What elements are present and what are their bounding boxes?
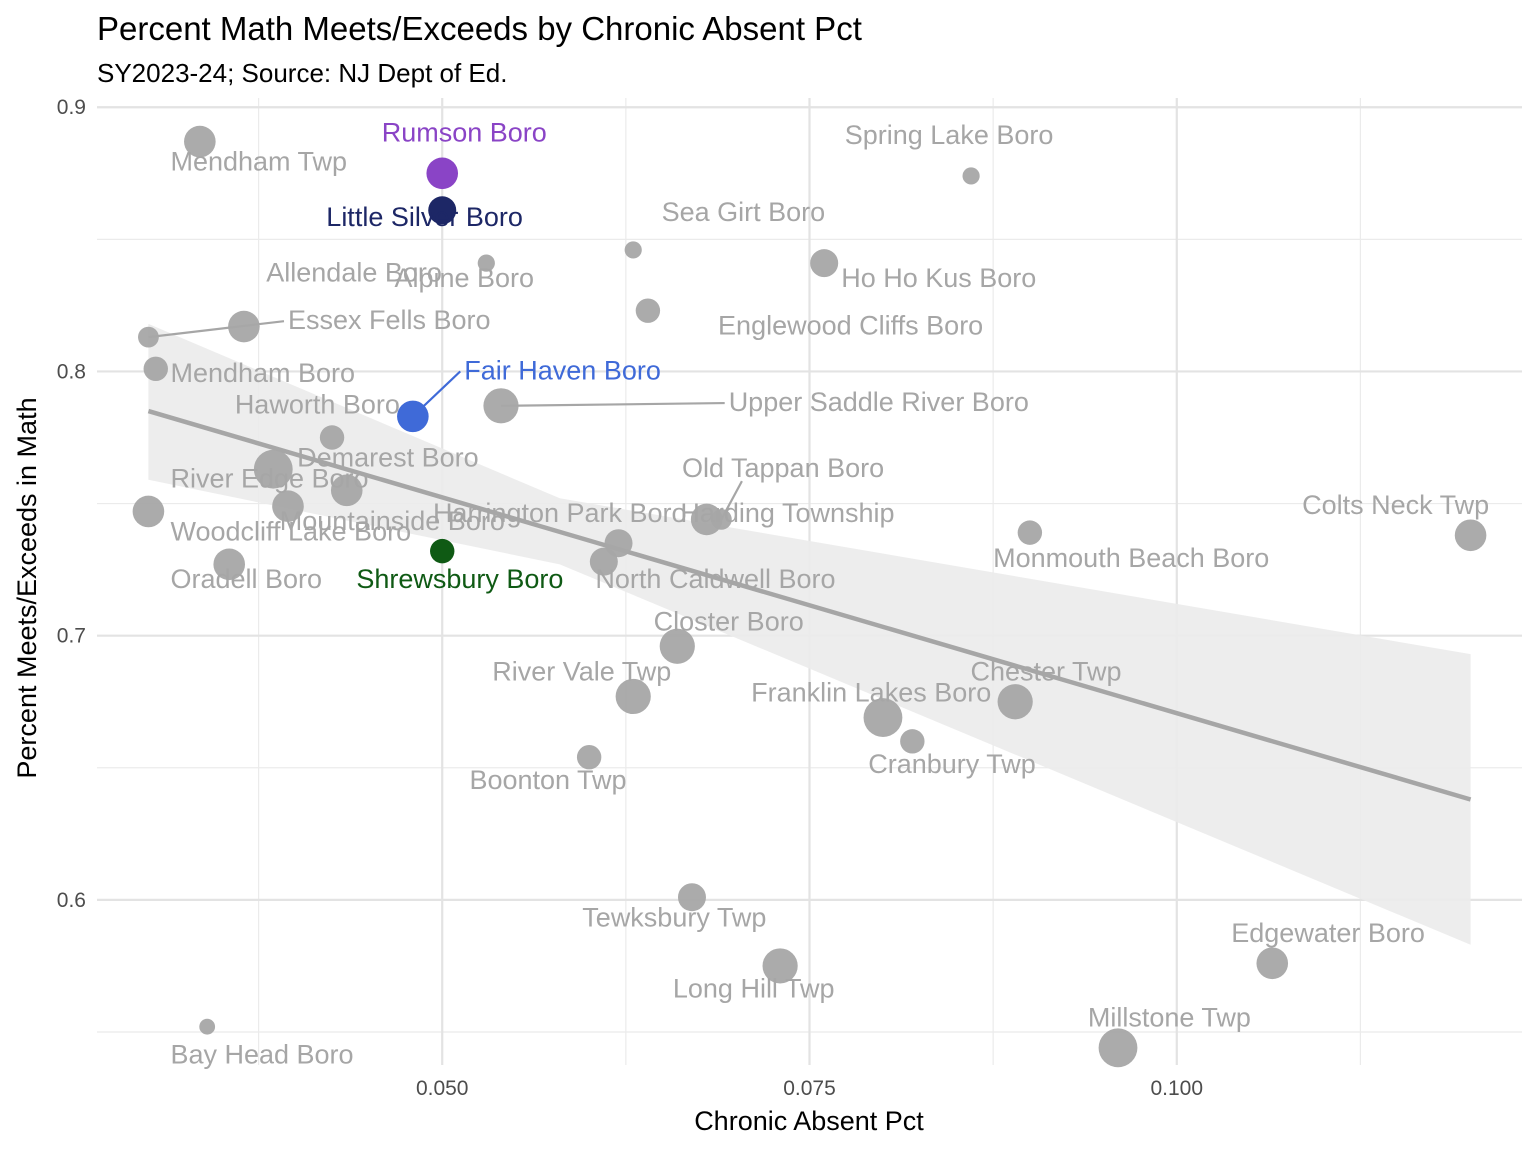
point-label: Allendale Boro: [266, 258, 442, 288]
point-label: Harrington Park Boro: [433, 498, 687, 528]
point-label: Woodcliff Lake Boro: [170, 517, 411, 547]
data-point: [997, 684, 1033, 720]
x-axis-label: Chronic Absent Pct: [694, 1106, 924, 1136]
point-label: Ho Ho Kus Boro: [841, 263, 1036, 293]
point-labels: Mendham Twp Rumson Boro Spring Lake Boro Li…: [170, 118, 1489, 1070]
data-point: [132, 495, 165, 528]
data-point: [430, 538, 455, 564]
leader-line: [500, 401, 725, 407]
point-label: Demarest Boro: [297, 443, 479, 473]
point-label: Essex Fells Boro: [288, 305, 491, 335]
point-label: Chester Twp: [970, 657, 1121, 687]
data-point: [1098, 1028, 1138, 1068]
data-point: [1256, 947, 1289, 980]
point-label: Boonton Twp: [469, 765, 626, 795]
data-point: [184, 125, 216, 158]
data-point: [624, 241, 642, 259]
y-tick-label: 0.7: [57, 625, 86, 648]
data-point: [615, 678, 651, 715]
data-point: [426, 157, 459, 190]
axes: 0.050 0.075 0.100 0.6 0.7 0.8 0.9: [57, 96, 1203, 1100]
leader-line: [148, 320, 285, 339]
data-point: [228, 310, 260, 343]
point-label: Colts Neck Twp: [1302, 490, 1489, 520]
data-point: [635, 298, 661, 323]
data-point: [213, 548, 246, 581]
data-point: [330, 474, 363, 507]
x-tick-label: 0.050: [416, 1077, 469, 1100]
point-label: Monmouth Beach Boro: [993, 543, 1269, 573]
point-label: Old Tappan Boro: [682, 453, 884, 483]
data-point: [677, 883, 706, 912]
point-label: Oradell Boro: [170, 564, 322, 594]
trend-line: [147, 408, 1472, 802]
y-axis-label: Percent Meets/Exceeds in Math: [12, 397, 42, 778]
data-point: [810, 249, 839, 278]
x-tick-label: 0.100: [1150, 1077, 1203, 1100]
point-label: Englewood Cliffs Boro: [718, 310, 983, 340]
chart-title: Percent Math Meets/Exceeds by Chronic Ab…: [97, 10, 862, 47]
point-label: Edgewater Boro: [1231, 918, 1425, 948]
data-point: [138, 326, 159, 348]
point-label: Rumson Boro: [382, 118, 547, 148]
point-label: Tewksbury Twp: [582, 902, 766, 932]
y-tick-label: 0.8: [57, 360, 86, 383]
x-tick-label: 0.075: [783, 1077, 836, 1100]
point-label: North Caldwell Boro: [595, 564, 835, 594]
data-point: [863, 698, 903, 737]
point-label: Haworth Boro: [235, 390, 400, 420]
data-point: [659, 628, 695, 664]
point-label: Franklin Lakes Boro: [751, 678, 991, 708]
confidence-band-area: [148, 323, 1471, 945]
point-label: Sea Girt Boro: [662, 197, 826, 227]
regression-line: [147, 408, 1472, 802]
data-point: [199, 1018, 216, 1035]
point-label: Millstone Twp: [1088, 1003, 1251, 1033]
point-label: Mountainside Boro: [280, 506, 505, 536]
confidence-band: [148, 323, 1471, 945]
point-label: Alpine Boro: [394, 263, 534, 293]
point-label: Shrewsbury Boro: [356, 564, 563, 594]
data-point: [589, 547, 618, 576]
data-point: [272, 490, 304, 523]
point-label: Bay Head Boro: [170, 1040, 353, 1070]
data-point: [428, 196, 457, 225]
point-label: Closter Boro: [654, 606, 804, 636]
data-point: [962, 167, 980, 185]
data-point: [143, 356, 168, 382]
data-point: [690, 503, 723, 536]
point-label: Fair Haven Boro: [464, 355, 661, 385]
point-label: River Edge Boro: [170, 464, 368, 494]
data-point: [319, 425, 345, 450]
grid-lines: [97, 98, 1522, 1065]
data-point: [253, 449, 293, 489]
y-tick-label: 0.9: [57, 96, 86, 119]
data-point: [397, 400, 429, 433]
y-tick-label: 0.6: [57, 889, 86, 912]
point-label: Mendham Twp: [170, 147, 347, 177]
data-point: [1017, 520, 1043, 545]
point-label: River Vale Twp: [492, 657, 671, 687]
data-point: [576, 744, 602, 770]
point-label: Spring Lake Boro: [845, 120, 1054, 150]
data-points: [132, 125, 1487, 1068]
data-point: [900, 729, 925, 754]
point-label: Little Silver Boro: [326, 202, 523, 232]
data-point: [477, 254, 495, 272]
data-point: [762, 948, 798, 984]
point-label: Mendham Boro: [170, 358, 355, 388]
data-point: [1454, 519, 1487, 552]
point-label: Cranbury Twp: [868, 749, 1036, 779]
data-point: [483, 388, 519, 424]
point-label: Upper Saddle River Boro: [729, 387, 1029, 417]
point-label: Long Hill Twp: [673, 974, 835, 1004]
point-label: Harding Township: [680, 498, 894, 528]
chart-subtitle: SY2023-24; Source: NJ Dept of Ed.: [97, 58, 508, 88]
